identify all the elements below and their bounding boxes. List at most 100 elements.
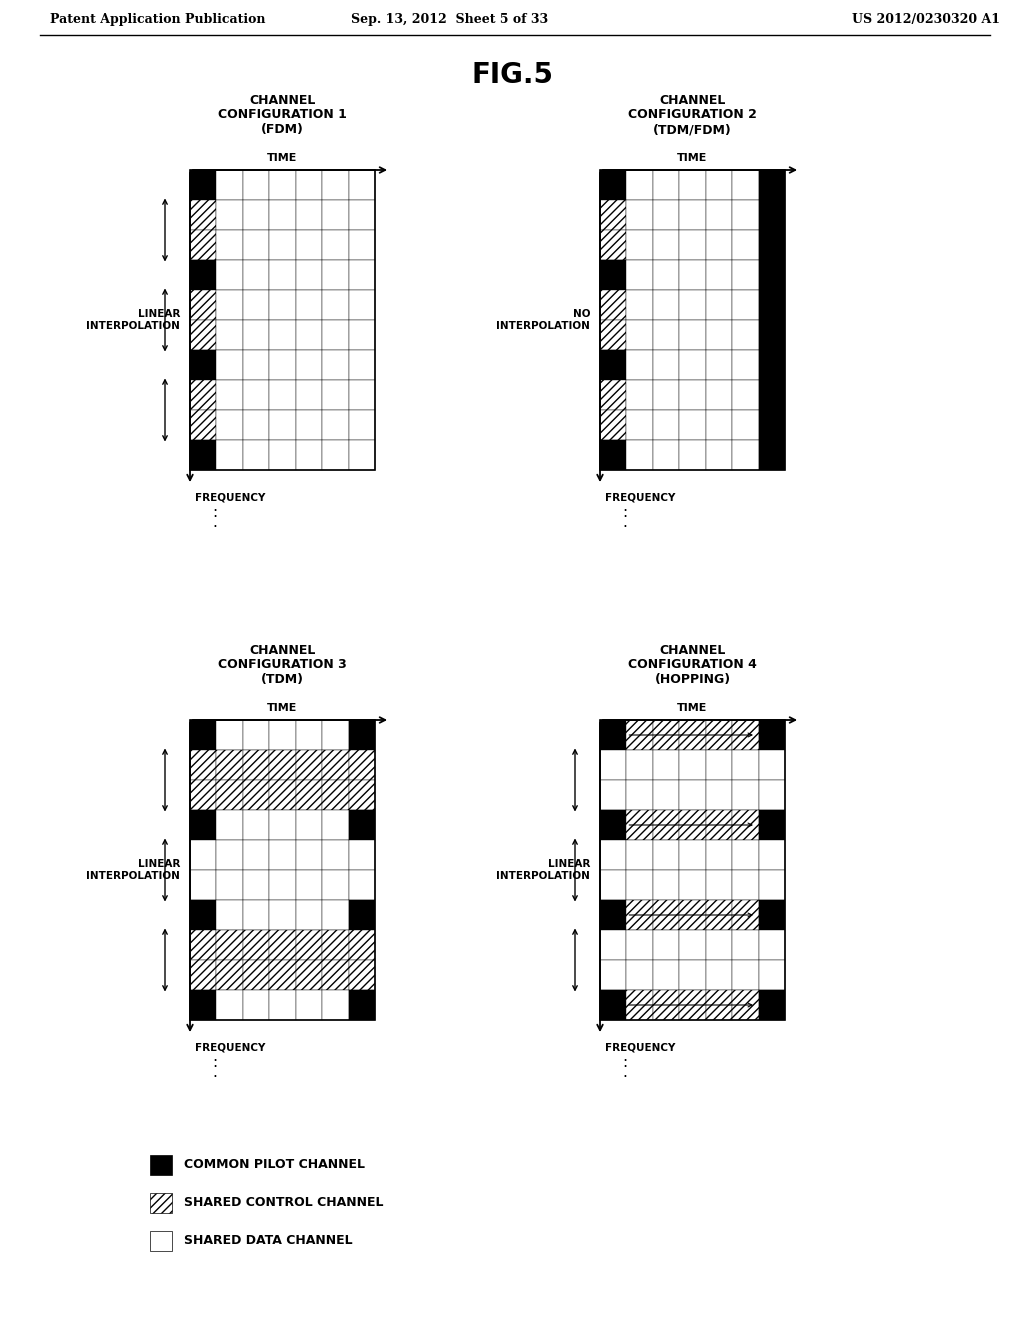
Bar xyxy=(732,440,759,470)
Bar xyxy=(216,290,243,319)
Bar xyxy=(653,960,679,990)
Bar xyxy=(269,960,296,990)
Bar xyxy=(600,810,627,840)
Bar xyxy=(679,440,706,470)
Bar xyxy=(627,380,653,411)
Bar xyxy=(150,1232,172,1251)
Bar xyxy=(269,440,296,470)
Bar xyxy=(269,870,296,900)
Bar xyxy=(627,319,653,350)
Bar xyxy=(732,990,759,1020)
Bar xyxy=(706,780,732,810)
Bar xyxy=(243,719,269,750)
Text: FREQUENCY: FREQUENCY xyxy=(605,1041,676,1052)
Bar xyxy=(732,230,759,260)
Bar xyxy=(706,411,732,440)
Bar xyxy=(706,319,732,350)
Bar xyxy=(190,870,216,900)
Bar xyxy=(296,319,323,350)
Bar xyxy=(706,350,732,380)
Bar xyxy=(269,810,296,840)
Bar xyxy=(679,230,706,260)
Bar xyxy=(627,870,653,900)
Bar xyxy=(216,319,243,350)
Bar xyxy=(706,900,732,931)
Bar xyxy=(296,170,323,201)
Bar xyxy=(759,870,785,900)
Bar xyxy=(627,290,653,319)
Bar xyxy=(732,750,759,780)
Bar xyxy=(732,810,759,840)
Bar xyxy=(600,840,627,870)
Bar xyxy=(348,260,375,290)
Bar xyxy=(627,900,653,931)
Text: TIME: TIME xyxy=(677,153,708,162)
Bar xyxy=(190,170,216,201)
Bar xyxy=(216,170,243,201)
Bar xyxy=(216,870,243,900)
Bar xyxy=(323,870,348,900)
Text: :: : xyxy=(212,1055,217,1071)
Bar xyxy=(243,230,269,260)
Bar xyxy=(190,260,216,290)
Bar xyxy=(653,260,679,290)
Bar xyxy=(348,350,375,380)
Bar xyxy=(679,201,706,230)
Bar xyxy=(243,990,269,1020)
Bar xyxy=(323,750,348,780)
Text: TIME: TIME xyxy=(267,153,298,162)
Bar xyxy=(679,260,706,290)
Bar xyxy=(216,350,243,380)
Bar xyxy=(653,750,679,780)
Text: TIME: TIME xyxy=(267,704,298,713)
Bar xyxy=(706,750,732,780)
Bar xyxy=(296,380,323,411)
Bar xyxy=(243,170,269,201)
Bar xyxy=(679,719,706,750)
Bar xyxy=(759,931,785,960)
Bar xyxy=(653,230,679,260)
Bar xyxy=(706,960,732,990)
Bar xyxy=(323,350,348,380)
Bar xyxy=(627,230,653,260)
Bar xyxy=(296,990,323,1020)
Bar xyxy=(653,990,679,1020)
Bar xyxy=(706,870,732,900)
Bar xyxy=(759,230,785,260)
Bar xyxy=(323,990,348,1020)
Bar xyxy=(600,960,627,990)
Bar xyxy=(759,719,785,750)
Bar xyxy=(653,900,679,931)
Bar xyxy=(216,990,243,1020)
Bar xyxy=(348,840,375,870)
Bar xyxy=(759,260,785,290)
Bar xyxy=(190,440,216,470)
Bar xyxy=(600,719,627,750)
Bar xyxy=(627,780,653,810)
Bar xyxy=(348,780,375,810)
Bar xyxy=(732,260,759,290)
Bar xyxy=(627,201,653,230)
Text: COMMON PILOT CHANNEL: COMMON PILOT CHANNEL xyxy=(184,1159,365,1172)
Bar xyxy=(269,170,296,201)
Bar xyxy=(190,719,375,1020)
Bar xyxy=(600,230,627,260)
Bar xyxy=(627,350,653,380)
Bar xyxy=(269,780,296,810)
Text: FREQUENCY: FREQUENCY xyxy=(195,492,265,502)
Bar xyxy=(627,750,653,780)
Bar xyxy=(348,870,375,900)
Bar xyxy=(600,990,627,1020)
Bar xyxy=(600,170,627,201)
Bar xyxy=(243,411,269,440)
Bar xyxy=(243,750,269,780)
Bar xyxy=(679,350,706,380)
Text: .: . xyxy=(213,1065,217,1080)
Bar xyxy=(216,840,243,870)
Bar xyxy=(296,230,323,260)
Text: SHARED CONTROL CHANNEL: SHARED CONTROL CHANNEL xyxy=(184,1196,384,1209)
Bar xyxy=(732,900,759,931)
Bar xyxy=(706,260,732,290)
Bar xyxy=(706,931,732,960)
Bar xyxy=(653,350,679,380)
